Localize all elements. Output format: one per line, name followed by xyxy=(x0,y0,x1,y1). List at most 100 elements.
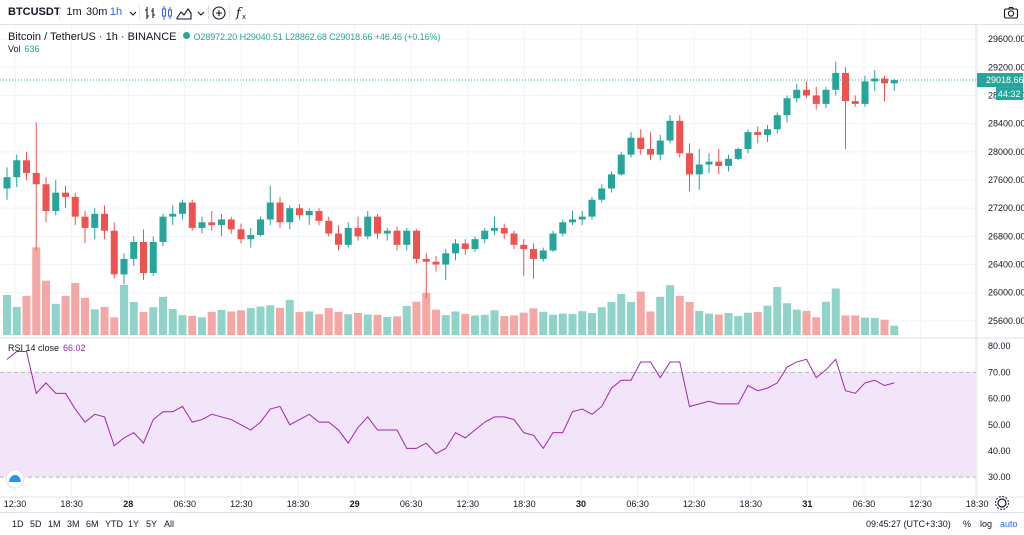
volume-bar xyxy=(198,317,206,335)
volume-bar xyxy=(324,308,333,335)
range-5y-button[interactable]: 5Y xyxy=(146,519,158,529)
candle-body xyxy=(871,78,879,82)
rsi-label: RSI 14 close xyxy=(8,343,60,353)
chart-area[interactable]: 29600.0029200.0028800.0028400.0028000.00… xyxy=(0,25,1024,511)
volume-bar xyxy=(61,295,70,335)
range-all-button[interactable]: All xyxy=(164,519,175,529)
candle-body xyxy=(598,188,606,200)
volume-bar xyxy=(461,313,470,335)
range-5d-button[interactable]: 5D xyxy=(30,519,42,529)
symbol-title[interactable]: Bitcoin / TetherUS · 1h · BINANCE xyxy=(8,31,177,43)
gear-icon xyxy=(997,498,1007,508)
time-tick-label: 29 xyxy=(350,499,360,509)
auto-scale-toggle[interactable]: auto xyxy=(1000,519,1018,529)
volume-bar xyxy=(812,317,821,335)
volume-bar xyxy=(783,303,791,335)
volume-bar xyxy=(890,325,899,335)
time-tick-label: 12:30 xyxy=(457,499,480,509)
volume-bar xyxy=(110,317,119,335)
percent-scale-toggle[interactable]: % xyxy=(963,519,972,529)
volume-bar xyxy=(705,313,713,335)
volume-bar xyxy=(841,315,850,335)
candle-style-icon[interactable] xyxy=(158,4,176,22)
volume-bar xyxy=(227,311,236,335)
volume-bar xyxy=(305,311,314,335)
volume-bar xyxy=(285,299,294,335)
volume-bar xyxy=(539,311,548,335)
time-tick-label: 28 xyxy=(123,499,133,509)
market-status-dot xyxy=(182,32,190,39)
volume-bar xyxy=(822,301,830,335)
last-price-badge xyxy=(977,73,1023,88)
candle-body xyxy=(159,216,167,242)
interval-1m-button[interactable]: 1m xyxy=(66,6,82,18)
volume-bar xyxy=(675,295,684,335)
more-chevron-icon[interactable] xyxy=(192,4,210,22)
price-chart[interactable]: 29600.0029200.0028800.0028400.0028000.00… xyxy=(0,25,1024,511)
gear-icon-teeth xyxy=(995,496,1009,510)
range-ytd-button[interactable]: YTD xyxy=(105,519,123,529)
candle-body xyxy=(764,129,771,135)
volume-bar xyxy=(519,312,528,335)
candle-body xyxy=(266,202,274,220)
timezone-clock[interactable]: 09:45:27 (UTC+3:30) xyxy=(866,519,951,529)
volume-bar xyxy=(685,302,694,335)
toolbar-divider xyxy=(139,5,140,20)
add-compare-icon[interactable] xyxy=(210,4,228,22)
candle-body xyxy=(354,227,362,237)
candle-body xyxy=(832,72,840,90)
volume-bar xyxy=(22,295,31,335)
range-1d-button[interactable]: 1D xyxy=(12,519,24,529)
volume-legend[interactable]: Vol 636 xyxy=(8,44,40,54)
range-1m-button[interactable]: 1M xyxy=(48,519,61,529)
bar-style-icon[interactable] xyxy=(141,4,159,22)
candle-body xyxy=(569,219,576,223)
candle-body xyxy=(62,192,69,197)
volume-label: Vol xyxy=(8,44,21,54)
volume-bar xyxy=(276,307,284,335)
rsi-legend[interactable]: RSI 14 close 66.02 xyxy=(8,343,86,353)
range-1y-button[interactable]: 1Y xyxy=(128,519,140,529)
volume-bar xyxy=(3,294,11,335)
price-tick-label: 29200.00 xyxy=(988,62,1024,72)
candle-body xyxy=(247,234,255,240)
volume-bar xyxy=(578,311,587,335)
volume-bar xyxy=(100,306,109,335)
chevron-down-icon[interactable] xyxy=(124,4,142,22)
volume-bar xyxy=(480,314,489,335)
volume-bar xyxy=(627,302,635,335)
candle-body xyxy=(617,154,625,175)
volume-bar xyxy=(802,310,811,335)
time-tick-label: 06:30 xyxy=(626,499,649,509)
price-tick-label: 25600.00 xyxy=(988,316,1024,326)
volume-bar xyxy=(237,310,245,335)
candle-body xyxy=(510,233,518,245)
candle-body xyxy=(744,132,752,149)
symbol-search-button[interactable]: BTCUSDT xyxy=(8,6,61,18)
volume-bar xyxy=(178,315,187,335)
volume-bar xyxy=(393,316,401,335)
volume-bar xyxy=(851,315,860,335)
volume-bar xyxy=(597,307,606,335)
volume-bar xyxy=(422,292,431,335)
volume-bar xyxy=(646,311,655,335)
interval-30m-button[interactable]: 30m xyxy=(86,6,108,18)
volume-bar xyxy=(295,312,304,335)
range-6m-button[interactable]: 6M xyxy=(86,519,99,529)
candle-body xyxy=(286,208,294,223)
candle-body xyxy=(227,219,235,230)
area-style-icon[interactable] xyxy=(175,4,193,22)
log-scale-toggle[interactable]: log xyxy=(980,519,993,529)
candles xyxy=(0,61,976,299)
range-3m-button[interactable]: 3M xyxy=(67,519,80,529)
candle-body xyxy=(861,81,869,104)
price-tick-label: 27200.00 xyxy=(988,203,1024,213)
interval-1h-button[interactable]: 1h xyxy=(109,6,123,18)
candle-body xyxy=(130,242,138,259)
camera-icon[interactable] xyxy=(1002,4,1020,22)
volume-bar xyxy=(412,301,421,335)
rsi-tick-label: 70.00 xyxy=(988,367,1011,377)
candle-body xyxy=(52,192,60,211)
candle-body xyxy=(169,213,177,217)
